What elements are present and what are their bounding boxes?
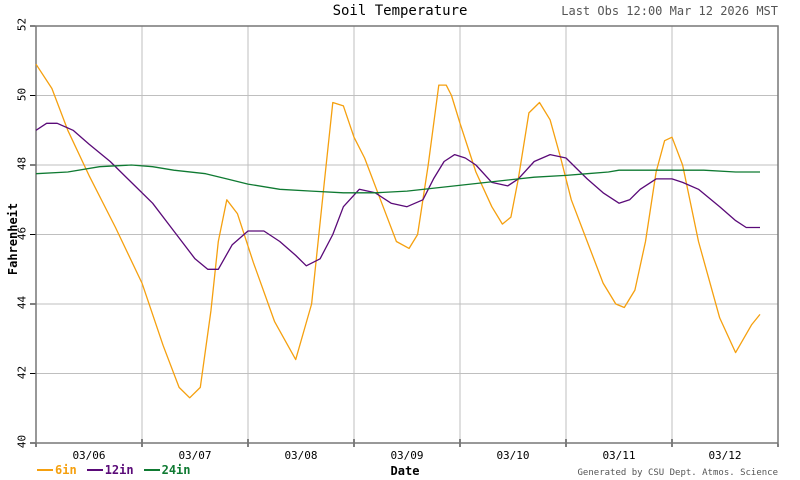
legend-item-6in: 6in xyxy=(37,463,77,477)
series-line-12in xyxy=(35,122,760,270)
y-axis-label: Fahrenheit xyxy=(6,202,20,276)
legend-swatch-6in xyxy=(37,469,53,471)
x-tick-label: 03/11 xyxy=(602,449,636,462)
y-tick-label: 52 xyxy=(15,17,29,32)
y-tick-label: 40 xyxy=(15,434,29,449)
legend-item-24in: 24in xyxy=(143,463,191,477)
gridlines xyxy=(35,25,779,444)
y-tick-label: 42 xyxy=(15,365,29,379)
x-tick-label: 03/08 xyxy=(284,449,318,462)
last-observation-timestamp: Last Obs 12:00 Mar 12 2026 MST xyxy=(561,4,778,18)
legend-swatch-24in xyxy=(143,469,160,471)
x-tick-label: 03/12 xyxy=(708,449,742,462)
legend-label-6in: 6in xyxy=(55,463,77,477)
data-series xyxy=(35,63,761,399)
credit-text: Generated by CSU Dept. Atmos. Science xyxy=(577,468,778,478)
x-axis-label: Date xyxy=(390,464,420,478)
x-tick-label: 03/06 xyxy=(72,449,106,462)
x-tick-label: 03/10 xyxy=(496,449,530,462)
axes xyxy=(30,25,779,447)
plot-frame xyxy=(35,25,779,444)
series-line-6in xyxy=(35,63,761,399)
legend-swatch-12in xyxy=(86,469,103,471)
y-tick-label: 50 xyxy=(15,87,29,101)
x-tick-label: 03/07 xyxy=(178,449,212,462)
series-line-24in xyxy=(35,164,760,194)
chart-title: Soil Temperature xyxy=(332,3,468,19)
legend-label-12in: 12in xyxy=(104,463,134,477)
y-tick-label: 44 xyxy=(15,295,29,310)
x-tick-label: 03/09 xyxy=(390,449,424,462)
legend-label-24in: 24in xyxy=(161,463,191,477)
legend: 6in 12in 24in xyxy=(37,463,191,477)
legend-item-12in: 12in xyxy=(86,463,134,477)
y-tick-label: 48 xyxy=(15,156,29,171)
